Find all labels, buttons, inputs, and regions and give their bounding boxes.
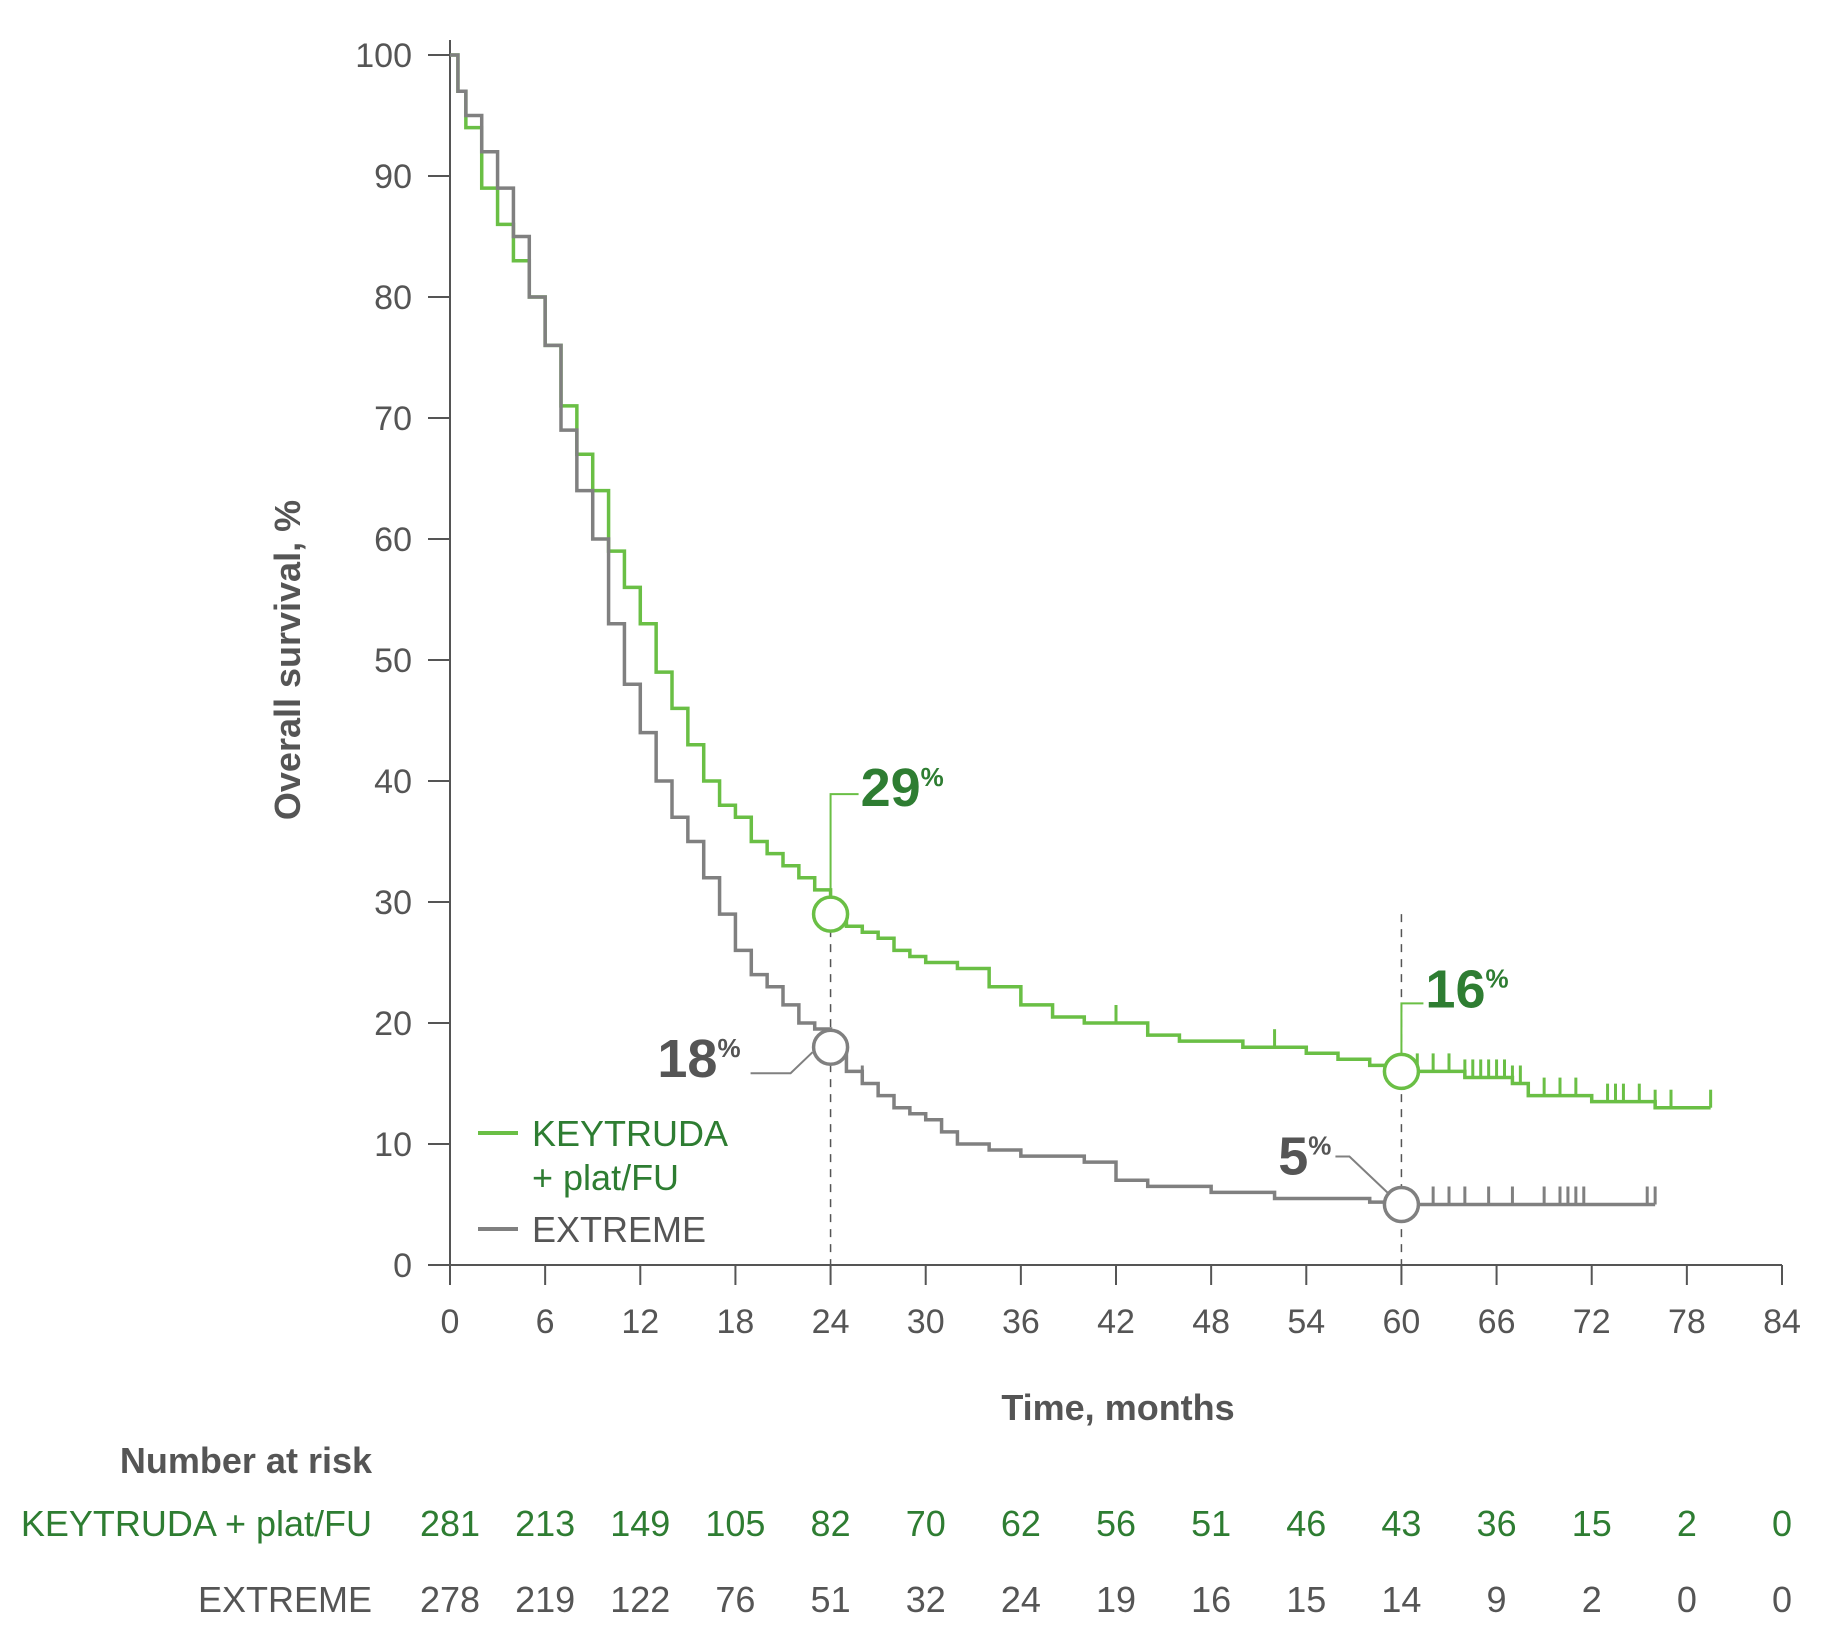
x-tick-label-12: 12 [621, 1303, 659, 1341]
guide-lines [829, 914, 1403, 1265]
y-tick-label-80: 80 [374, 279, 412, 317]
risk-value-0-8: 51 [1191, 1503, 1231, 1544]
y-axis-title: Overall survival, % [267, 500, 308, 820]
y-tick-label-10: 10 [374, 1126, 412, 1164]
annotation-leader-3 [1335, 1155, 1389, 1194]
annotation-leader-1 [750, 1051, 814, 1075]
annotations: 29% 18% 16% 5% [657, 758, 1509, 1224]
annotation-marker-2 [1382, 1052, 1421, 1091]
y-tick-label-40: 40 [374, 763, 412, 801]
risk-value-1-9: 15 [1286, 1579, 1326, 1620]
y-tick-label-90: 90 [374, 158, 412, 196]
risk-value-1-3: 76 [715, 1579, 755, 1620]
risk-value-0-2: 149 [610, 1503, 670, 1544]
risk-value-1-7: 19 [1096, 1579, 1136, 1620]
y-tick-label-70: 70 [374, 400, 412, 438]
curve-keytruda [450, 53, 1711, 1110]
risk-value-1-6: 24 [1001, 1579, 1041, 1620]
risk-value-0-6: 62 [1001, 1503, 1041, 1544]
x-tick-label-24: 24 [812, 1303, 850, 1341]
y-tick-label-100: 100 [355, 37, 412, 75]
x-axis-title: Time, months [1001, 1387, 1234, 1428]
axes [428, 40, 1783, 1285]
legend-label-keytruda-line2: + plat/FU [532, 1157, 679, 1198]
risk-value-0-7: 56 [1096, 1503, 1136, 1544]
risk-value-0-13: 2 [1677, 1503, 1697, 1544]
y-tick-label-0: 0 [393, 1247, 412, 1285]
risk-value-0-11: 36 [1477, 1503, 1517, 1544]
annotation-marker-1 [811, 1028, 850, 1066]
x-tick-label-54: 54 [1287, 1303, 1325, 1341]
risk-value-1-12: 2 [1582, 1579, 1602, 1620]
annotation-marker-0 [811, 895, 850, 933]
risk-value-1-0: 278 [420, 1579, 480, 1620]
risk-value-0-9: 46 [1286, 1503, 1326, 1544]
risk-value-1-14: 0 [1772, 1579, 1792, 1620]
x-tick-label-42: 42 [1097, 1303, 1135, 1341]
annotation-marker-3 [1382, 1185, 1421, 1224]
risk-value-1-4: 51 [811, 1579, 851, 1620]
risk-value-1-13: 0 [1677, 1579, 1697, 1620]
y-tick-label-30: 30 [374, 884, 412, 922]
risk-value-0-0: 281 [420, 1503, 480, 1544]
annotation-label-2: 16% [1425, 959, 1508, 1019]
curve-extreme [450, 53, 1656, 1207]
risk-value-1-5: 32 [906, 1579, 946, 1620]
annotation-label-3: 5% [1278, 1127, 1331, 1187]
risk-value-0-1: 213 [515, 1503, 575, 1544]
risk-value-1-1: 219 [515, 1579, 575, 1620]
risk-row-label-keytruda: KEYTRUDA + plat/FU [21, 1503, 372, 1544]
risk-value-0-5: 70 [906, 1503, 946, 1544]
x-tick-label-60: 60 [1383, 1303, 1421, 1341]
risk-table-title: Number at risk [120, 1440, 373, 1481]
legend-label-extreme: EXTREME [532, 1209, 706, 1250]
risk-value-1-2: 122 [610, 1579, 670, 1620]
risk-value-0-4: 82 [811, 1503, 851, 1544]
x-tick-label-30: 30 [907, 1303, 945, 1341]
risk-value-1-11: 9 [1487, 1579, 1507, 1620]
risk-value-1-10: 14 [1381, 1579, 1421, 1620]
x-tick-label-0: 0 [441, 1303, 460, 1341]
x-tick-label-78: 78 [1668, 1303, 1706, 1341]
x-tick-label-66: 66 [1478, 1303, 1516, 1341]
risk-value-0-10: 43 [1381, 1503, 1421, 1544]
annotation-label-1: 18% [657, 1029, 740, 1089]
x-tick-label-6: 6 [536, 1303, 555, 1341]
risk-row-label-extreme: EXTREME [198, 1579, 372, 1620]
annotation-label-0: 29% [861, 758, 944, 818]
legend-label-keytruda: KEYTRUDA [532, 1113, 728, 1154]
risk-value-0-12: 15 [1572, 1503, 1612, 1544]
risk-value-0-14: 0 [1772, 1503, 1792, 1544]
risk-value-0-3: 105 [705, 1503, 765, 1544]
y-tick-label-20: 20 [374, 1005, 412, 1043]
risk-value-1-8: 16 [1191, 1579, 1231, 1620]
x-tick-label-36: 36 [1002, 1303, 1040, 1341]
x-tick-label-72: 72 [1573, 1303, 1611, 1341]
x-tick-label-48: 48 [1192, 1303, 1230, 1341]
tick-labels: 0 10 20 30 40 50 60 70 80 90 100 0 6 12 18 24 30 36 42 48 54… [355, 37, 1801, 1341]
legend: KEYTRUDA + plat/FU EXTREME [478, 1113, 728, 1250]
survival-curves [450, 53, 1713, 1207]
y-tick-label-50: 50 [374, 642, 412, 680]
x-tick-label-18: 18 [717, 1303, 755, 1341]
risk-table: Number at risk KEYTRUDA + plat/FU EXTREM… [21, 1440, 1792, 1620]
annotation-leader-0 [829, 793, 859, 897]
annotation-leader-2 [1400, 1002, 1424, 1054]
y-tick-label-60: 60 [374, 521, 412, 559]
x-tick-label-84: 84 [1763, 1303, 1801, 1341]
